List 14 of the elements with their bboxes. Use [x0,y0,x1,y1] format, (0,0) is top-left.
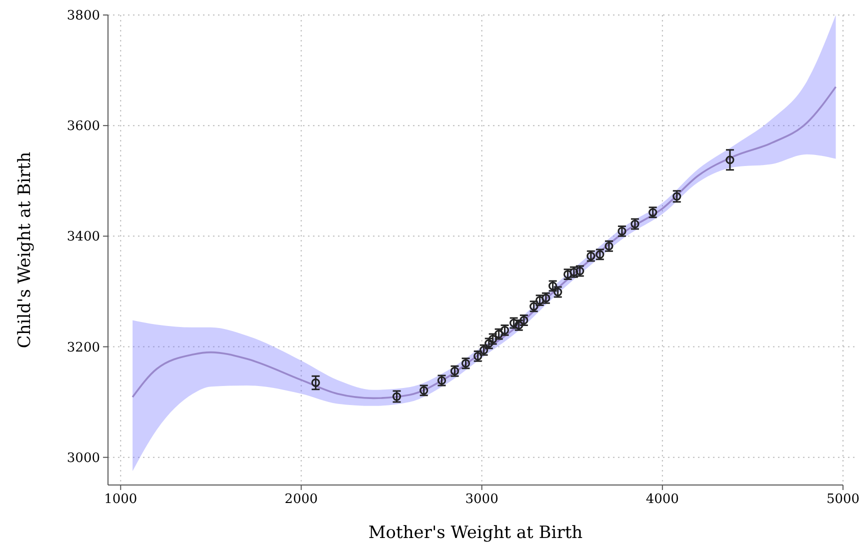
x-tick-label: 4000 [646,492,679,507]
y-axis-title: Child's Weight at Birth [15,152,35,348]
x-tick-label: 2000 [284,492,318,507]
point [726,156,734,164]
x-tick-label: 5000 [826,492,860,507]
y-tick-label: 3600 [66,119,100,134]
line-series [132,86,837,400]
x-tick-label: 3000 [465,492,498,507]
y-tick-label: 3200 [66,340,100,356]
x-tick-label: 1000 [104,492,138,507]
y-tick-label: 3800 [66,8,100,24]
y-tick-label: 3000 [66,450,100,466]
y-tick-label: 3400 [66,230,100,245]
x-axis-title: Mother's Weight at Birth [368,523,583,543]
